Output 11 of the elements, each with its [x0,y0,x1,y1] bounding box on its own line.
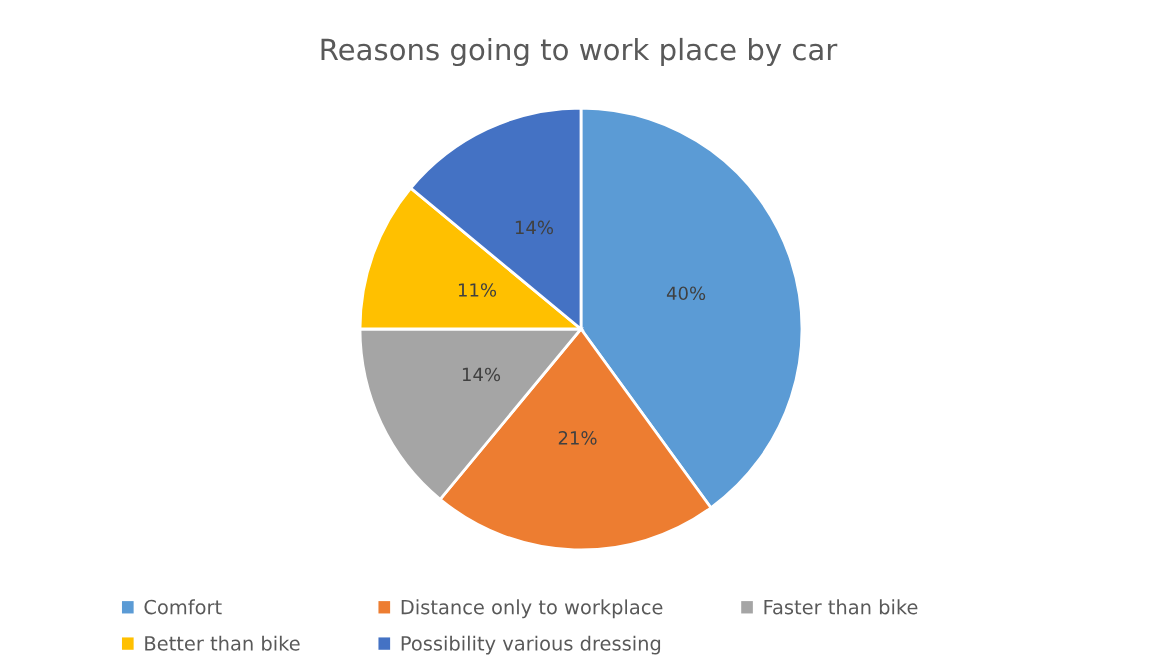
data-label: 14% [462,367,501,382]
data-label: 40% [666,286,706,301]
data-label: 21% [558,431,597,445]
legend-label: Better than bike [145,635,300,651]
legend-label: Faster than bike [764,599,918,615]
data-label: 14% [515,220,554,235]
chart-title: Reasons going to work place by car [321,37,838,67]
legend-label: Distance only to workplace [401,599,663,619]
legend-label: Comfort [144,599,222,615]
data-label: 11% [458,283,497,297]
legend-label: Possibility various dressing [401,635,661,655]
